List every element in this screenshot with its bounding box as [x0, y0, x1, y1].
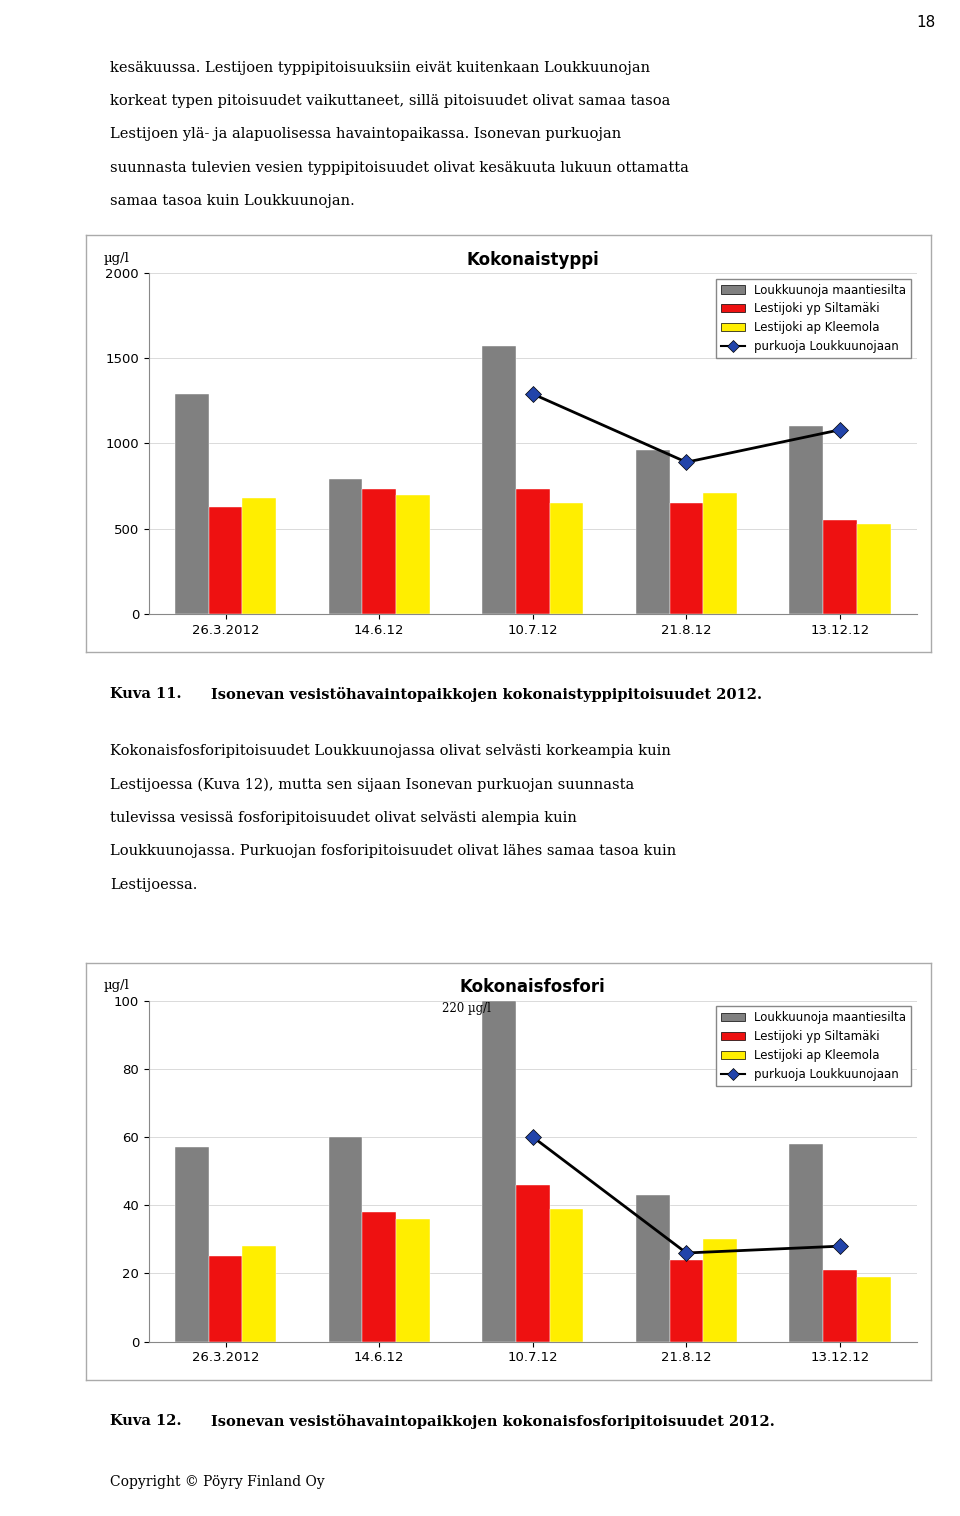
- Bar: [175, 1148, 208, 1342]
- Bar: [550, 503, 584, 614]
- Text: µg/l: µg/l: [104, 979, 130, 993]
- Title: Kokonaisfosfori: Kokonaisfosfori: [460, 978, 606, 996]
- Text: Kokonaisfosforipitoisuudet Loukkuunojassa olivat selvästi korkeampia kuin: Kokonaisfosforipitoisuudet Loukkuunojass…: [110, 744, 671, 758]
- Bar: [516, 1186, 550, 1342]
- Bar: [823, 1270, 857, 1342]
- Text: Copyright © Pöyry Finland Oy: Copyright © Pöyry Finland Oy: [110, 1475, 325, 1489]
- Bar: [669, 1260, 704, 1342]
- Legend: Loukkuunoja maantiesilta, Lestijoki yp Siltamäki, Lestijoki ap Kleemola, purkuoj: Loukkuunoja maantiesilta, Lestijoki yp S…: [716, 279, 911, 358]
- Bar: [175, 394, 208, 614]
- Bar: [823, 520, 857, 614]
- Text: 220 µg/l: 220 µg/l: [443, 1002, 492, 1016]
- Bar: [636, 1195, 669, 1342]
- Text: 18: 18: [917, 15, 936, 30]
- Bar: [704, 493, 737, 614]
- Bar: [516, 490, 550, 614]
- Text: kesäkuussa. Lestijoen typpipitoisuuksiin eivät kuitenkaan Loukkuunojan: kesäkuussa. Lestijoen typpipitoisuuksiin…: [110, 61, 651, 74]
- Bar: [789, 426, 823, 614]
- Bar: [328, 479, 362, 614]
- Text: Kuva 11.: Kuva 11.: [110, 687, 181, 700]
- Bar: [208, 1257, 243, 1342]
- Text: Isonevan vesistöhavaintopaikkojen kokonaisfosforipitoisuudet 2012.: Isonevan vesistöhavaintopaikkojen kokona…: [211, 1414, 775, 1430]
- Text: Isonevan vesistöhavaintopaikkojen kokonaistyppipitoisuudet 2012.: Isonevan vesistöhavaintopaikkojen kokona…: [211, 687, 762, 702]
- Bar: [243, 1246, 276, 1342]
- Bar: [328, 1137, 362, 1342]
- Bar: [857, 1276, 891, 1342]
- Legend: Loukkuunoja maantiesilta, Lestijoki yp Siltamäki, Lestijoki ap Kleemola, purkuoj: Loukkuunoja maantiesilta, Lestijoki yp S…: [716, 1007, 911, 1085]
- Text: µg/l: µg/l: [104, 252, 130, 265]
- Text: Lestijoen ylä- ja alapuolisessa havaintopaikassa. Isonevan purkuojan: Lestijoen ylä- ja alapuolisessa havainto…: [110, 127, 622, 141]
- Bar: [208, 506, 243, 614]
- Text: Lestijoessa.: Lestijoessa.: [110, 878, 198, 891]
- Text: Loukkuunojassa. Purkuojan fosforipitoisuudet olivat lähes samaa tasoa kuin: Loukkuunojassa. Purkuojan fosforipitoisu…: [110, 844, 677, 858]
- Bar: [482, 346, 516, 614]
- Bar: [362, 1213, 396, 1342]
- Bar: [482, 1001, 516, 1342]
- Bar: [243, 499, 276, 614]
- Bar: [669, 503, 704, 614]
- Bar: [704, 1240, 737, 1342]
- Text: Lestijoessa (Kuva 12), mutta sen sijaan Isonevan purkuojan suunnasta: Lestijoessa (Kuva 12), mutta sen sijaan …: [110, 778, 635, 791]
- Bar: [789, 1143, 823, 1342]
- Bar: [857, 523, 891, 614]
- Bar: [396, 1219, 430, 1342]
- Bar: [362, 490, 396, 614]
- Bar: [396, 494, 430, 614]
- Text: korkeat typen pitoisuudet vaikuttaneet, sillä pitoisuudet olivat samaa tasoa: korkeat typen pitoisuudet vaikuttaneet, …: [110, 94, 671, 108]
- Text: suunnasta tulevien vesien typpipitoisuudet olivat kesäkuuta lukuun ottamatta: suunnasta tulevien vesien typpipitoisuud…: [110, 161, 689, 174]
- Bar: [550, 1208, 584, 1342]
- Bar: [636, 450, 669, 614]
- Text: samaa tasoa kuin Loukkuunojan.: samaa tasoa kuin Loukkuunojan.: [110, 194, 355, 208]
- Title: Kokonaistyppi: Kokonaistyppi: [467, 250, 599, 268]
- Text: Kuva 12.: Kuva 12.: [110, 1414, 181, 1428]
- Text: tulevissa vesissä fosforipitoisuudet olivat selvästi alempia kuin: tulevissa vesissä fosforipitoisuudet oli…: [110, 811, 577, 825]
